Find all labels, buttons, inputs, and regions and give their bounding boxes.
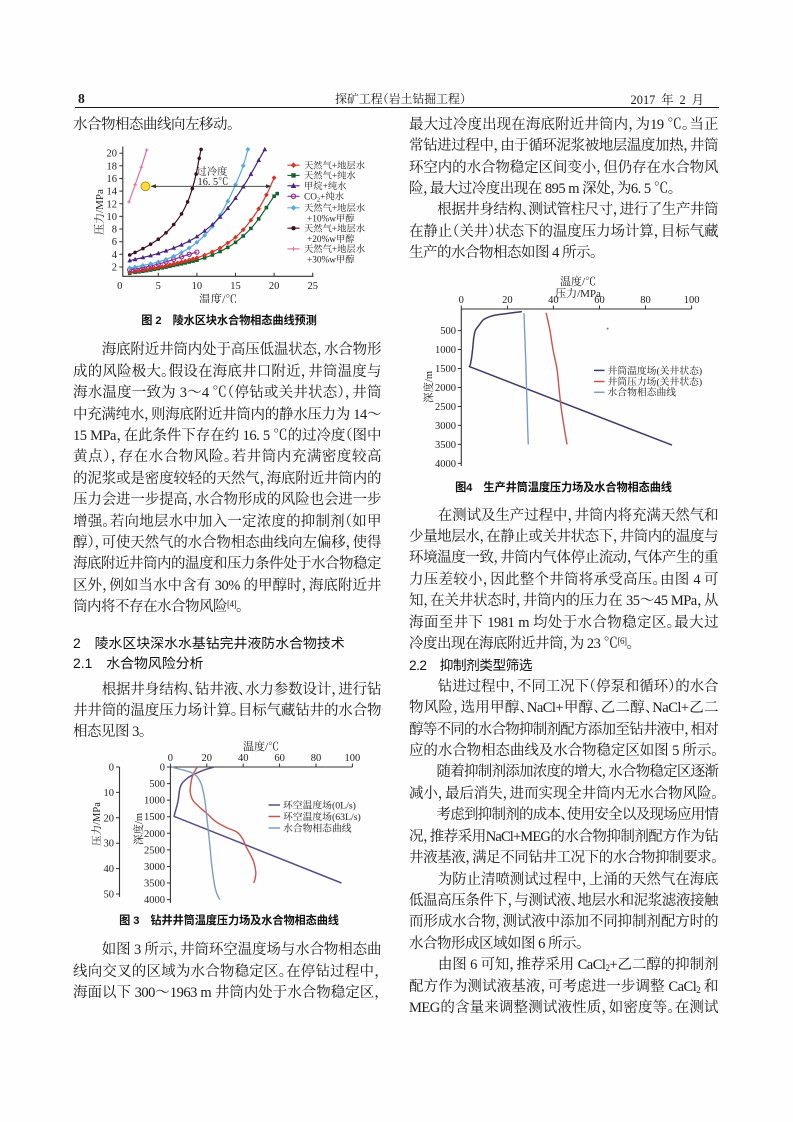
svg-text:1000: 1000: [435, 345, 456, 356]
svg-text:30: 30: [104, 839, 115, 850]
svg-text:4000: 4000: [435, 459, 456, 470]
svg-text:CO2+纯水: CO2+纯水: [304, 191, 345, 204]
svg-text:2: 2: [112, 263, 117, 274]
svg-text:80: 80: [640, 295, 651, 306]
svg-text:8: 8: [112, 225, 117, 236]
svg-text:100: 100: [684, 295, 700, 306]
svg-text:40: 40: [104, 864, 115, 875]
svg-text:60: 60: [594, 295, 605, 306]
svg-text:环空温度场(0L/s): 环空温度场(0L/s): [283, 798, 356, 811]
svg-text:温度/℃: 温度/℃: [243, 739, 279, 753]
svg-text:20: 20: [202, 753, 213, 764]
svg-text:14: 14: [107, 187, 118, 198]
svg-text:温度/℃: 温度/℃: [199, 292, 237, 303]
svg-text:3000: 3000: [144, 862, 165, 873]
svg-text:4000: 4000: [144, 895, 165, 906]
svg-text:水合物相态曲线: 水合物相态曲线: [608, 386, 677, 399]
svg-text:10: 10: [192, 281, 203, 292]
svg-text:天然气+地层水: 天然气+地层水: [304, 243, 366, 255]
svg-text:过冷度: 过冷度: [197, 165, 228, 178]
svg-text:天然气+地层水: 天然气+地层水: [304, 159, 366, 171]
svg-text:+20%w甲醇: +20%w甲醇: [307, 233, 355, 245]
svg-text:压力/MPa: 压力/MPa: [555, 286, 601, 300]
svg-text:井筒温度场(关井状态): 井筒温度场(关井状态): [608, 364, 703, 377]
svg-text:1500: 1500: [435, 364, 456, 375]
svg-text:40: 40: [238, 753, 249, 764]
svg-text:天然气+纯水: 天然气+纯水: [304, 170, 356, 182]
svg-text:2000: 2000: [144, 829, 165, 840]
svg-text:3000: 3000: [435, 421, 456, 432]
svg-text:天然气+地层水: 天然气+地层水: [304, 202, 366, 214]
svg-text:3500: 3500: [144, 879, 165, 890]
svg-text:深度/m: 深度/m: [132, 813, 145, 845]
svg-text:甲烷+纯水: 甲烷+纯水: [304, 180, 347, 192]
svg-text:水合物相态曲线: 水合物相态曲线: [283, 821, 352, 834]
svg-text:环空温度场(63L/s): 环空温度场(63L/s): [283, 810, 361, 823]
svg-text:2000: 2000: [435, 383, 456, 394]
svg-text:0: 0: [160, 763, 165, 774]
svg-text:12: 12: [107, 199, 118, 210]
svg-text:15: 15: [230, 281, 241, 292]
svg-text:4: 4: [112, 250, 118, 261]
svg-text:温度/℃: 温度/℃: [560, 274, 596, 288]
svg-text:深度/m: 深度/m: [422, 371, 435, 403]
svg-text:18: 18: [107, 161, 118, 172]
svg-text:2500: 2500: [435, 402, 456, 413]
svg-text:井筒压力场(关井状态): 井筒压力场(关井状态): [608, 375, 703, 388]
svg-text:100: 100: [345, 753, 361, 764]
svg-text:60: 60: [274, 753, 285, 764]
svg-text:500: 500: [440, 326, 456, 337]
svg-text:50: 50: [104, 890, 115, 901]
svg-text:1500: 1500: [144, 812, 165, 823]
svg-text:0: 0: [117, 281, 122, 292]
svg-text:+10%w甲醇: +10%w甲醇: [307, 213, 355, 225]
svg-text:40: 40: [548, 295, 559, 306]
svg-text:6: 6: [112, 237, 117, 248]
svg-text:20: 20: [502, 295, 513, 306]
svg-text:20: 20: [107, 149, 118, 160]
svg-text:1000: 1000: [144, 796, 165, 807]
svg-text:0: 0: [168, 753, 173, 764]
svg-text:压力/MPa: 压力/MPa: [92, 189, 106, 235]
svg-text:500: 500: [149, 779, 165, 790]
svg-text:16: 16: [107, 174, 118, 185]
svg-text:5: 5: [156, 281, 161, 292]
svg-text:0: 0: [109, 763, 114, 774]
svg-text:压力/MPa: 压力/MPa: [90, 802, 103, 846]
svg-text:天然气+地层水: 天然气+地层水: [304, 222, 366, 234]
svg-text:16. 5℃: 16. 5℃: [198, 176, 229, 188]
svg-text:80: 80: [311, 753, 322, 764]
svg-text:2500: 2500: [144, 845, 165, 856]
svg-text:20: 20: [104, 813, 115, 824]
svg-text:+30%w甲醇: +30%w甲醇: [307, 254, 355, 266]
svg-text:0: 0: [459, 295, 464, 306]
svg-text:10: 10: [107, 212, 118, 223]
svg-text:3500: 3500: [435, 440, 456, 451]
svg-text:10: 10: [104, 788, 115, 799]
svg-text:20: 20: [269, 281, 280, 292]
svg-text:25: 25: [307, 281, 318, 292]
